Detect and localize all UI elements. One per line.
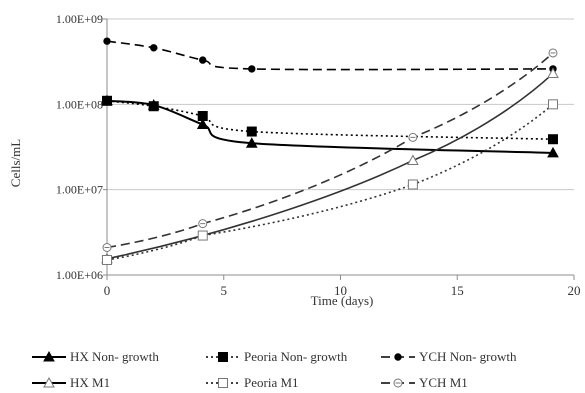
data-point xyxy=(102,95,112,106)
data-point xyxy=(407,154,419,165)
legend-item: HX Non- growth xyxy=(32,349,159,364)
tick-labels: 0 5 10 15 20 1.00E+06 1.00E+07 1.00E+08 1.00E+09 xyxy=(56,12,581,298)
series-line xyxy=(106,99,554,154)
legend-marker xyxy=(218,378,228,388)
data-point xyxy=(407,179,418,190)
legend-marker xyxy=(394,353,402,361)
legend: HX Non- growth Peoria Non- growth YCH Non-… xyxy=(32,349,517,390)
x-tick-label: 10 xyxy=(334,283,347,298)
data-point xyxy=(547,99,558,110)
data-point xyxy=(547,67,559,78)
y-tick-label: 1.00E+07 xyxy=(56,183,103,197)
legend-label: Peoria M1 xyxy=(244,375,299,390)
series-peoria-m1 xyxy=(102,99,558,265)
axes xyxy=(103,18,575,280)
legend-label: HX M1 xyxy=(70,375,110,390)
x-tick-label: 5 xyxy=(221,283,228,298)
series-lines xyxy=(101,37,559,265)
x-axis-label: Time (days) xyxy=(311,293,374,308)
legend-item: Peoria M1 xyxy=(206,375,299,390)
series-line xyxy=(106,40,553,71)
data-point xyxy=(197,110,208,121)
y-tick-label: 1.00E+09 xyxy=(56,12,103,26)
data-point xyxy=(196,118,209,130)
data-point xyxy=(245,137,258,148)
legend-label: HX Non- growth xyxy=(70,349,159,364)
series-line xyxy=(106,72,554,260)
data-point xyxy=(197,230,208,241)
series-ych-m1 xyxy=(102,48,558,253)
data-point xyxy=(547,134,558,145)
legend-marker xyxy=(43,350,55,362)
data-point xyxy=(102,254,112,265)
data-point xyxy=(547,146,559,158)
legend-label: YCH Non- growth xyxy=(419,349,517,364)
data-point xyxy=(150,44,158,52)
data-point xyxy=(246,126,257,137)
legend-label: Peoria Non- growth xyxy=(244,349,348,364)
x-tick-label: 15 xyxy=(451,283,464,298)
data-point xyxy=(199,56,207,64)
series-line xyxy=(106,52,554,249)
legend-marker xyxy=(218,352,228,362)
legend-marker xyxy=(43,376,55,388)
series-line xyxy=(106,103,554,261)
data-point xyxy=(248,65,256,73)
series-peoria-non-growth xyxy=(102,95,558,145)
legend-item: YCH M1 xyxy=(381,375,468,390)
y-tick-label: 1.00E+08 xyxy=(56,97,103,111)
series-line xyxy=(106,100,554,141)
legend-item: YCH Non- growth xyxy=(381,349,517,364)
legend-label: YCH M1 xyxy=(419,375,468,390)
legend-item: Peoria Non- growth xyxy=(206,349,348,364)
legend-item: HX M1 xyxy=(32,375,110,390)
data-point xyxy=(148,101,159,112)
x-tick-label: 20 xyxy=(568,283,581,298)
data-point xyxy=(103,37,111,45)
y-tick-label: 1.00E+06 xyxy=(56,268,103,282)
x-tick-label: 0 xyxy=(104,283,111,298)
series-ych-non-growth xyxy=(103,37,557,73)
y-axis-label: Cells/mL xyxy=(8,139,23,187)
